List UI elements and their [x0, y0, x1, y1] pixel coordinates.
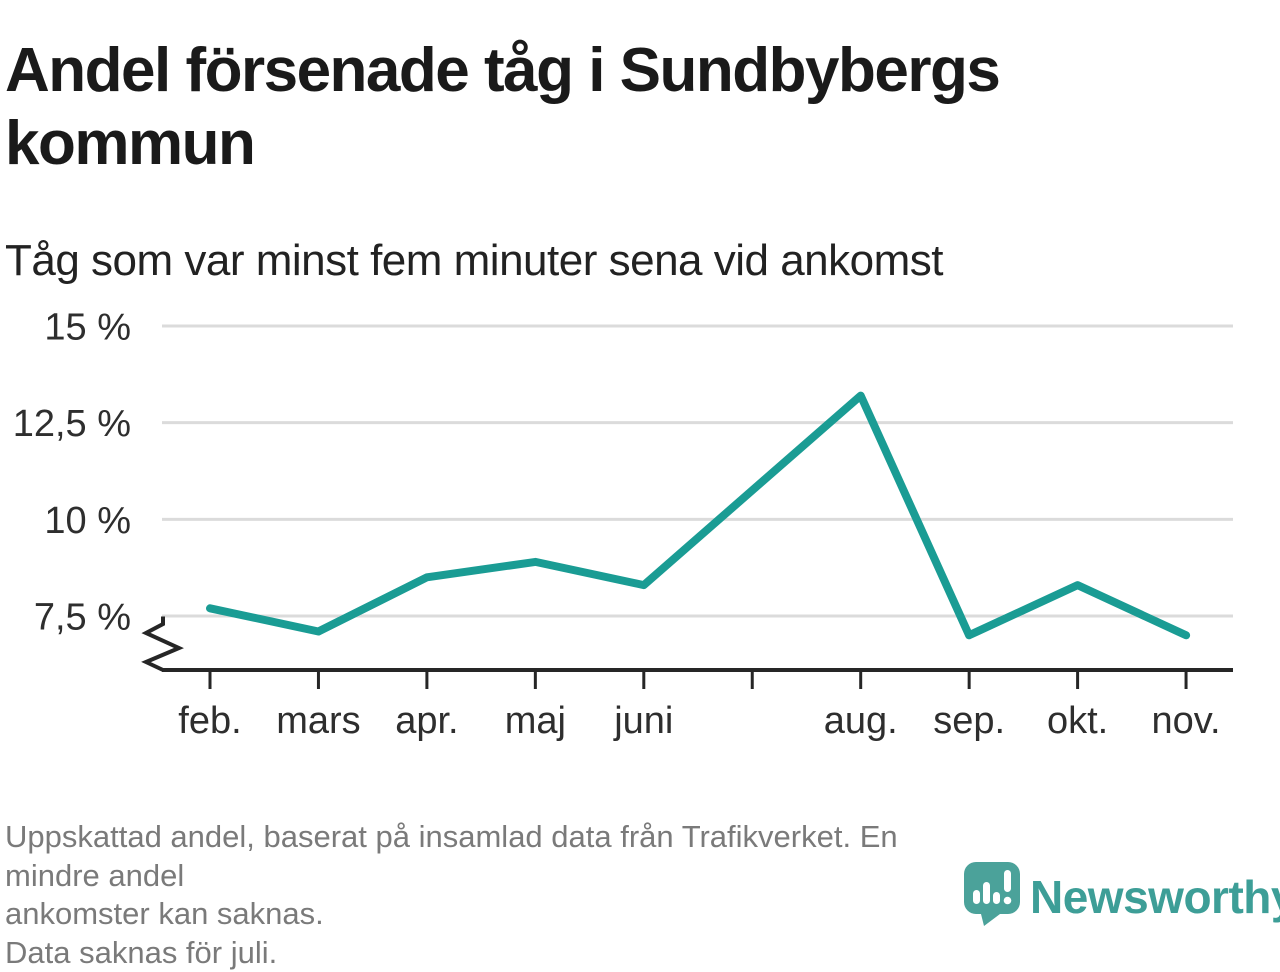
chart-footnote: Uppskattad andel, baserat på insamlad da… — [5, 818, 955, 972]
y-axis-tick-label: 7,5 % — [34, 597, 131, 639]
x-axis-tick-label: aug. — [824, 700, 898, 742]
x-axis-tick-label: mars — [276, 700, 360, 742]
footnote-line-3: Data saknas för juli. — [5, 934, 955, 972]
x-axis-tick-label: feb. — [178, 700, 241, 742]
y-axis-tick-label: 10 % — [44, 500, 131, 542]
x-axis-tick-label: okt. — [1047, 700, 1108, 742]
footnote-line-2: ankomster kan saknas. — [5, 895, 955, 934]
y-axis-break — [146, 617, 179, 671]
newsworthy-logo: Newsworthy — [964, 862, 1276, 932]
y-axis-tick-label: 15 % — [44, 307, 131, 349]
x-axis-tick-label: juni — [613, 700, 673, 742]
x-axis-tick-label: maj — [505, 700, 566, 742]
x-axis-tick-label: sep. — [933, 700, 1005, 742]
y-axis-tick-label: 12,5 % — [13, 403, 131, 445]
footnote-line-1: Uppskattad andel, baserat på insamlad da… — [5, 818, 955, 895]
data-series-line — [210, 396, 1186, 636]
newsworthy-logo-icon — [964, 862, 1020, 928]
newsworthy-logo-text: Newsworthy — [1030, 870, 1280, 924]
x-axis-tick-label: nov. — [1152, 700, 1221, 742]
x-axis-tick-label: apr. — [395, 700, 458, 742]
